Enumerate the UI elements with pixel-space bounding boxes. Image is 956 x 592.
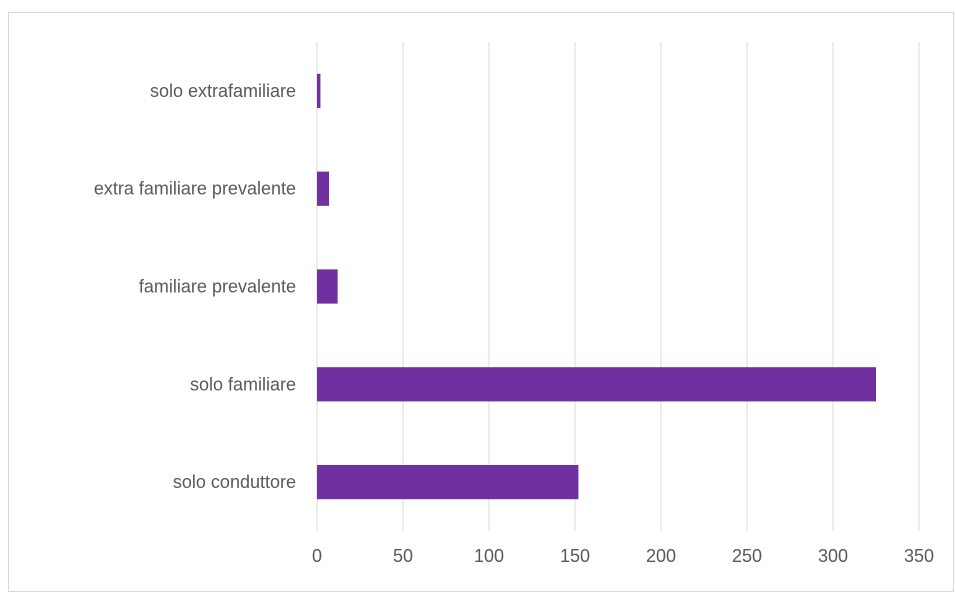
x-tick-labels: 0 50 100 150 200 250 300 350 bbox=[312, 546, 934, 566]
bar-extra-familiare-prevalente bbox=[317, 172, 329, 206]
bars bbox=[317, 74, 876, 499]
bar-familiare-prevalente bbox=[317, 269, 338, 303]
x-tick-label: 300 bbox=[818, 546, 848, 566]
bar-solo-extrafamiliare bbox=[317, 74, 320, 108]
x-tick-label: 50 bbox=[393, 546, 413, 566]
x-tick-label: 250 bbox=[732, 546, 762, 566]
x-tick-label: 100 bbox=[474, 546, 504, 566]
x-tick-label: 150 bbox=[560, 546, 590, 566]
category-label: solo conduttore bbox=[173, 472, 296, 492]
x-tick-label: 350 bbox=[904, 546, 934, 566]
category-label: familiare prevalente bbox=[139, 277, 296, 297]
category-label: extra familiare prevalente bbox=[94, 179, 296, 199]
category-label: solo extrafamiliare bbox=[150, 81, 296, 101]
category-labels: solo conduttore solo familiare familiare p… bbox=[94, 81, 296, 492]
bar-solo-conduttore bbox=[317, 465, 578, 499]
bar-solo-familiare bbox=[317, 367, 876, 401]
category-label: solo familiare bbox=[190, 374, 296, 394]
x-tick-label: 0 bbox=[312, 546, 322, 566]
x-tick-label: 200 bbox=[646, 546, 676, 566]
grid-lines bbox=[317, 42, 919, 531]
